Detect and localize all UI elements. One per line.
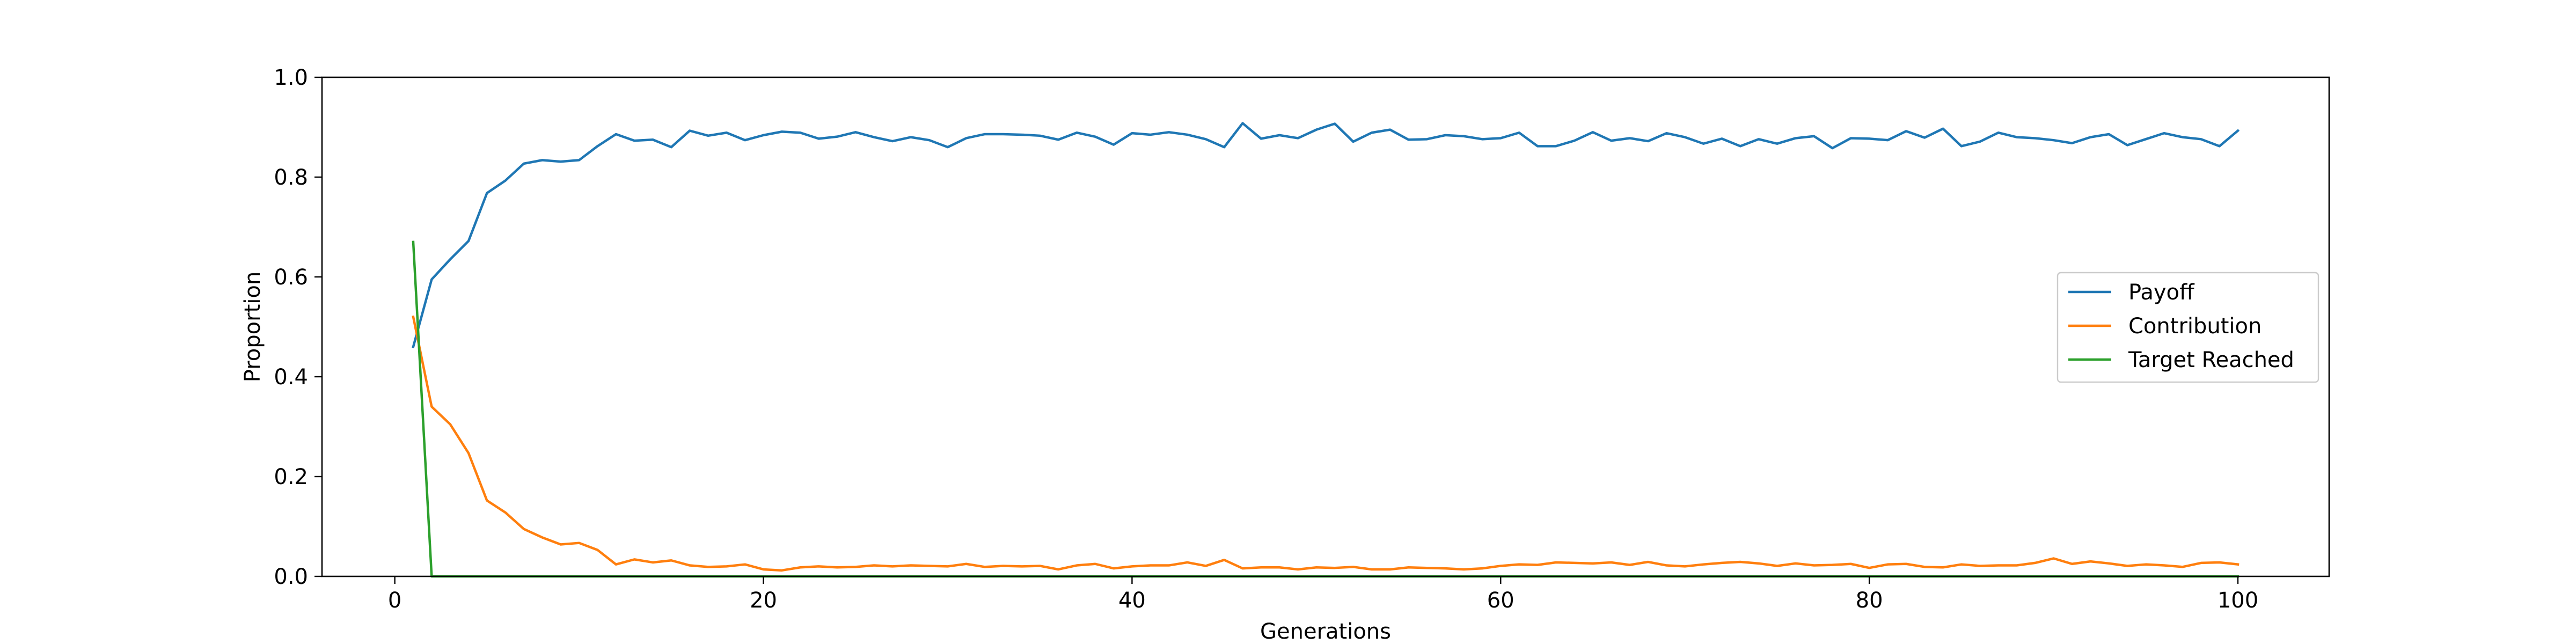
- x-tick-label: 80: [1856, 588, 1883, 613]
- axes-frame: [321, 76, 2330, 577]
- y-tick-label: 0.6: [274, 265, 308, 290]
- series-line-contribution: [412, 315, 2240, 572]
- legend-label: Target Reached: [2128, 348, 2294, 372]
- y-axis-label: Proportion: [240, 272, 265, 382]
- series-line-payoff: [412, 122, 2240, 348]
- y-tick-label: 1.0: [274, 65, 308, 90]
- x-axis-label: Generations: [1260, 619, 1391, 644]
- legend-label: Payoff: [2128, 280, 2195, 305]
- x-tick-label: 100: [2218, 588, 2258, 613]
- legend-box: [2057, 272, 2319, 383]
- x-tick-label: 20: [750, 588, 777, 613]
- y-tick-label: 0.0: [274, 565, 308, 589]
- y-tick-label: 0.8: [274, 165, 308, 190]
- x-tick-label: 0: [388, 588, 401, 613]
- x-tick-label: 40: [1118, 588, 1146, 613]
- plot-area: [321, 76, 2330, 578]
- x-tick-label: 60: [1487, 588, 1514, 613]
- legend-label: Contribution: [2128, 314, 2262, 339]
- x-axis-ticks: 0 20 40 60 80 100: [388, 576, 2258, 613]
- y-tick-label: 0.4: [274, 365, 308, 390]
- y-tick-label: 0.2: [274, 465, 308, 489]
- legend: Payoff Contribution Target Reached: [2057, 272, 2319, 383]
- y-axis-ticks: 0.0 0.2 0.4 0.6 0.8 1.0: [274, 65, 322, 589]
